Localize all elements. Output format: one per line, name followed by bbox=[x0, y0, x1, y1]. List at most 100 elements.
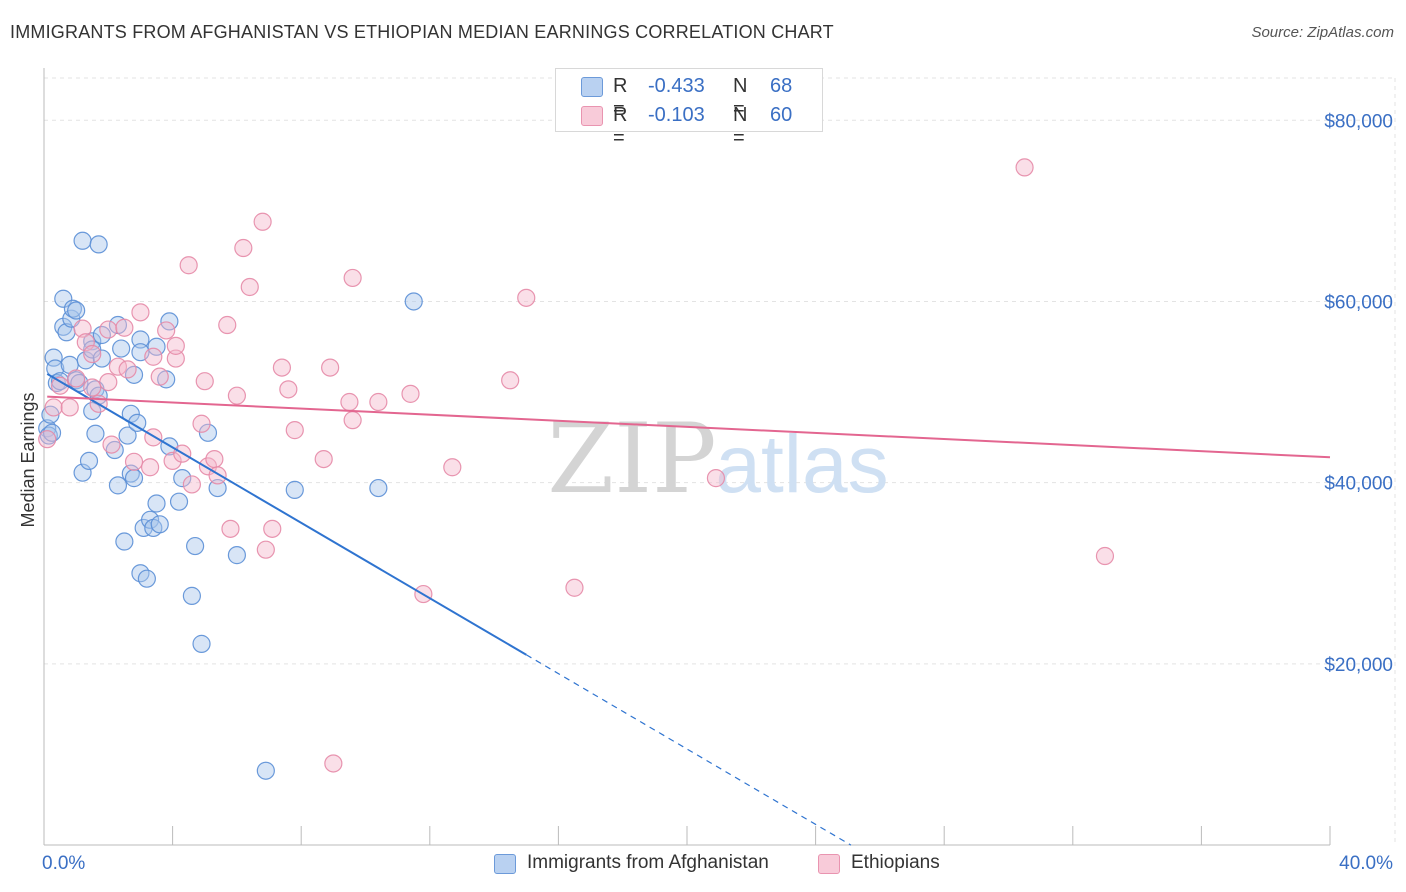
pink-data-point bbox=[343, 268, 362, 288]
pink-data-point bbox=[565, 578, 584, 597]
blue-data-point bbox=[112, 339, 131, 358]
pink-data-point bbox=[60, 398, 79, 417]
pink-data-point bbox=[38, 430, 57, 449]
blue-data-point bbox=[198, 423, 218, 442]
blue-swatch bbox=[581, 77, 603, 97]
blue-trend-line bbox=[46, 373, 527, 656]
blue-trend-extension bbox=[525, 654, 852, 846]
blue-data-point bbox=[108, 476, 128, 495]
pink-data-point bbox=[166, 336, 185, 355]
pink-data-point bbox=[99, 372, 118, 392]
r-value: -0.103 bbox=[648, 104, 705, 126]
pink-data-point bbox=[240, 277, 259, 297]
pink-data-point bbox=[144, 428, 163, 447]
stats-box: R = -0.433 N = 68 R = -0.103 N = 60 bbox=[555, 68, 823, 149]
pink-data-point bbox=[272, 358, 292, 377]
pink-swatch bbox=[818, 854, 840, 874]
pink-data-point bbox=[195, 372, 214, 391]
n-value: 60 bbox=[770, 104, 793, 126]
pink-data-point bbox=[179, 256, 198, 275]
pink-data-point bbox=[218, 315, 237, 335]
pink-data-point bbox=[253, 212, 272, 231]
pink-data-point bbox=[256, 540, 275, 559]
pink-trend-line bbox=[47, 395, 1331, 459]
blue-data-point bbox=[208, 478, 227, 498]
blue-data-point bbox=[118, 426, 137, 445]
y-tick-label: $40,000 bbox=[1324, 474, 1393, 495]
blue-data-point bbox=[131, 330, 150, 349]
blue-data-point bbox=[63, 299, 83, 318]
blue-data-point bbox=[147, 494, 166, 513]
pink-data-point bbox=[118, 360, 137, 379]
blue-data-point bbox=[369, 478, 388, 498]
blue-data-point bbox=[124, 469, 144, 488]
blue-data-point bbox=[182, 586, 201, 605]
pink-swatch bbox=[581, 106, 603, 126]
pink-data-point bbox=[314, 449, 333, 469]
n-label: N = bbox=[733, 104, 748, 149]
blue-data-point bbox=[227, 546, 246, 565]
blue-swatch bbox=[494, 854, 516, 874]
pink-data-point bbox=[369, 392, 388, 412]
pink-data-point bbox=[501, 371, 520, 390]
pink-data-point bbox=[99, 320, 118, 339]
pink-data-point bbox=[1015, 158, 1034, 177]
blue-data-point bbox=[79, 451, 99, 471]
n-value: 68 bbox=[770, 75, 793, 97]
pink-data-point bbox=[401, 384, 420, 403]
blue-data-point bbox=[150, 515, 169, 534]
pink-data-point bbox=[517, 288, 536, 307]
y-tick-label: $80,000 bbox=[1324, 111, 1393, 132]
blue-data-point bbox=[186, 536, 205, 556]
pink-data-point bbox=[182, 475, 201, 494]
x-tick-label: 0.0% bbox=[42, 853, 85, 874]
pink-data-point bbox=[234, 238, 253, 258]
n-label: N = bbox=[733, 75, 748, 120]
pink-data-point bbox=[192, 414, 211, 433]
pink-data-point bbox=[144, 347, 163, 366]
legend-label: Immigrants from Afghanistan bbox=[527, 852, 769, 873]
y-tick-label: $60,000 bbox=[1324, 292, 1393, 313]
blue-data-point bbox=[47, 373, 66, 393]
pink-data-point bbox=[279, 380, 298, 399]
legend-label: Ethiopians bbox=[851, 852, 940, 873]
tick-labels: $20,000 $40,000 $60,000 $80,000 0.0% 40.0% bbox=[42, 111, 1393, 874]
pink-data-point bbox=[44, 398, 63, 417]
pink-data-point bbox=[83, 378, 102, 397]
pink-data-point bbox=[102, 435, 121, 454]
watermark: ZIP atlas bbox=[547, 403, 888, 515]
blue-data-point bbox=[54, 289, 73, 308]
blue-data-point bbox=[92, 349, 111, 368]
chart-title: IMMIGRANTS FROM AFGHANISTAN VS ETHIOPIAN… bbox=[10, 22, 834, 42]
r-label: R = bbox=[613, 104, 628, 149]
pink-data-point bbox=[324, 754, 343, 773]
blue-data-point bbox=[147, 337, 166, 356]
blue-data-point bbox=[404, 292, 423, 311]
trend-lines bbox=[46, 373, 1331, 846]
r-label: R = bbox=[613, 75, 628, 120]
pink-data-point bbox=[124, 452, 144, 471]
pink-data-point bbox=[115, 318, 134, 337]
pink-data-point bbox=[163, 451, 182, 471]
pink-data-point bbox=[443, 458, 462, 477]
pink-data-point bbox=[1095, 546, 1115, 566]
blue-data-point bbox=[73, 231, 92, 250]
pink-data-point bbox=[131, 303, 150, 322]
blue-data-point bbox=[192, 634, 211, 653]
pink-data-point bbox=[263, 519, 282, 538]
x-tick-label: 40.0% bbox=[1339, 853, 1393, 874]
watermark-zip: ZIP bbox=[547, 403, 716, 515]
pink-data-point bbox=[76, 333, 95, 352]
pink-data-point bbox=[157, 321, 176, 340]
blue-data-point bbox=[83, 340, 102, 359]
pink-data-point bbox=[150, 367, 169, 386]
blue-data-point bbox=[173, 469, 192, 488]
y-tick-label: $20,000 bbox=[1324, 655, 1393, 676]
pink-data-point bbox=[706, 469, 726, 488]
blue-data-point bbox=[67, 301, 86, 320]
pink-data-point bbox=[67, 369, 86, 388]
blue-data-point bbox=[137, 569, 156, 588]
source-credit: Source: ZipAtlas.com bbox=[1251, 24, 1394, 41]
blue-data-point bbox=[285, 480, 304, 499]
